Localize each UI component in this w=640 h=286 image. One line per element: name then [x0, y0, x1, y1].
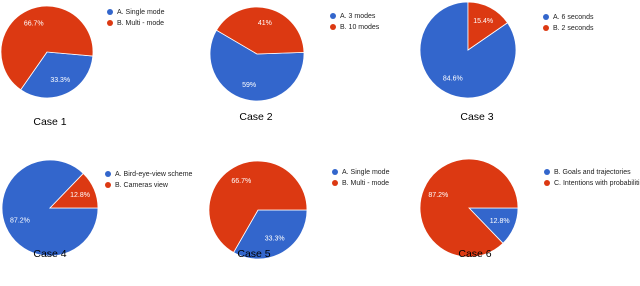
legend-label: A. Single mode	[117, 9, 165, 16]
pie-slice	[419, 158, 519, 258]
legend-swatch	[330, 24, 336, 30]
pie-slice	[215, 6, 305, 55]
legend-label: A. Bird-eye-view scheme	[115, 171, 193, 178]
legend-label: B. Multi - mode	[342, 180, 389, 187]
slice-label: 87.2%	[428, 192, 448, 199]
pie-slice	[233, 209, 308, 260]
legend-label: A. 6 seconds	[553, 14, 594, 21]
chart-title: Case 1	[33, 116, 66, 128]
chart-title: Case 3	[460, 111, 493, 123]
legend-label: B. Multi - mode	[117, 20, 164, 27]
pie-slice	[20, 51, 94, 99]
pie-slice	[208, 160, 308, 254]
pie-slice	[467, 1, 509, 51]
legend-swatch	[107, 9, 113, 15]
pie-slice	[209, 29, 305, 102]
slice-label: 59%	[242, 82, 256, 89]
legend-swatch	[105, 171, 111, 177]
chart-title: Case 5	[237, 248, 270, 260]
legend-swatch	[107, 20, 113, 26]
legend-swatch	[332, 169, 338, 175]
chart-title: Case 6	[458, 248, 491, 260]
legend-swatch	[332, 180, 338, 186]
legend-label: B. 2 seconds	[553, 25, 594, 32]
chart-title: Case 4	[33, 248, 66, 260]
slice-label: 87.2%	[10, 218, 30, 225]
legend-label: B. 10 modes	[340, 24, 380, 31]
legend-swatch	[543, 25, 549, 31]
legend-label: B. Goals and trajectories	[554, 169, 631, 176]
slice-label: 66.7%	[24, 21, 44, 28]
slice-label: 84.6%	[443, 76, 463, 83]
slice-label: 66.7%	[231, 178, 251, 185]
legend-swatch	[330, 13, 336, 19]
legend-swatch	[105, 182, 111, 188]
legend-swatch	[544, 180, 550, 186]
pie-slice	[0, 5, 94, 91]
slice-label: 12.8%	[70, 192, 90, 199]
legend-swatch	[543, 14, 549, 20]
slice-label: 33.3%	[50, 77, 70, 84]
pie-slice	[419, 1, 517, 99]
slice-label: 41%	[258, 20, 272, 27]
pie-slice	[49, 172, 99, 209]
legend-label: C. Intentions with probabilities	[554, 180, 640, 187]
slice-label: 33.3%	[265, 236, 285, 243]
slice-label: 15.4%	[473, 18, 493, 25]
legend-label: A. 3 modes	[340, 13, 376, 20]
legend-swatch	[544, 169, 550, 175]
legend-label: B. Cameras view	[115, 182, 169, 189]
slice-label: 12.8%	[490, 218, 510, 225]
chart-title: Case 2	[239, 111, 272, 123]
legend-label: A. Single mode	[342, 169, 390, 176]
